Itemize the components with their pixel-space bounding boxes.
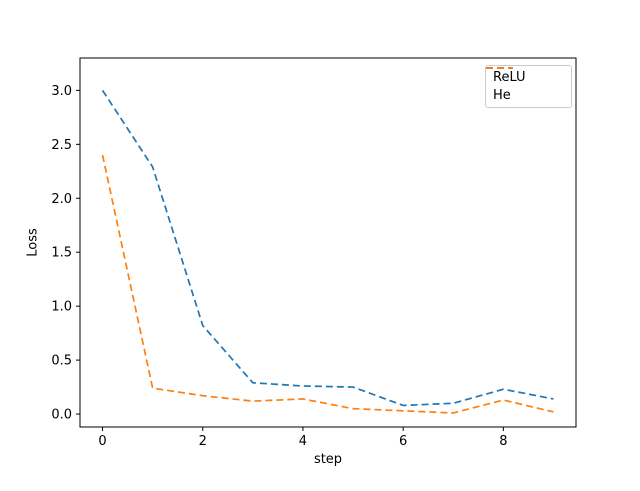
figure: 0 2 4 6 8 0.0 0.5 1.0 1.5 2.0 2.5 3.0 step Loss ReL… bbox=[25, 57, 577, 467]
plot-area: 0 2 4 6 8 0.0 0.5 1.0 1.5 2.0 2.5 3.0 bbox=[51, 57, 577, 449]
y-tick-label: 0.0 bbox=[51, 408, 72, 423]
y-tick-label: 0.5 bbox=[51, 354, 72, 369]
y-tick-label: 3.0 bbox=[51, 84, 72, 99]
x-axis-label: step bbox=[313, 452, 343, 467]
x-tick-label: 6 bbox=[399, 434, 407, 449]
legend: ReLU He bbox=[485, 65, 572, 108]
x-tick-label: 2 bbox=[199, 434, 207, 449]
series-line-he bbox=[101, 154, 554, 414]
legend-label-relu: ReLU bbox=[493, 70, 526, 85]
axes-frame bbox=[79, 57, 577, 428]
y-tick-label: 1.5 bbox=[51, 246, 72, 261]
x-tick-label: 4 bbox=[299, 434, 307, 449]
y-tick-label: 1.0 bbox=[51, 300, 72, 315]
series-line-relu bbox=[101, 89, 554, 407]
y-tick-label: 2.0 bbox=[51, 192, 72, 207]
legend-item-relu: ReLU bbox=[486, 67, 565, 86]
y-axis-label: Loss bbox=[25, 228, 41, 257]
y-tick-label: 2.5 bbox=[51, 138, 72, 153]
he-line-sample-icon bbox=[486, 67, 513, 69]
x-tick-label: 8 bbox=[499, 434, 507, 449]
x-tick-label: 0 bbox=[98, 434, 106, 449]
legend-item-he: He bbox=[486, 67, 565, 104]
legend-label-he: He bbox=[493, 88, 511, 103]
